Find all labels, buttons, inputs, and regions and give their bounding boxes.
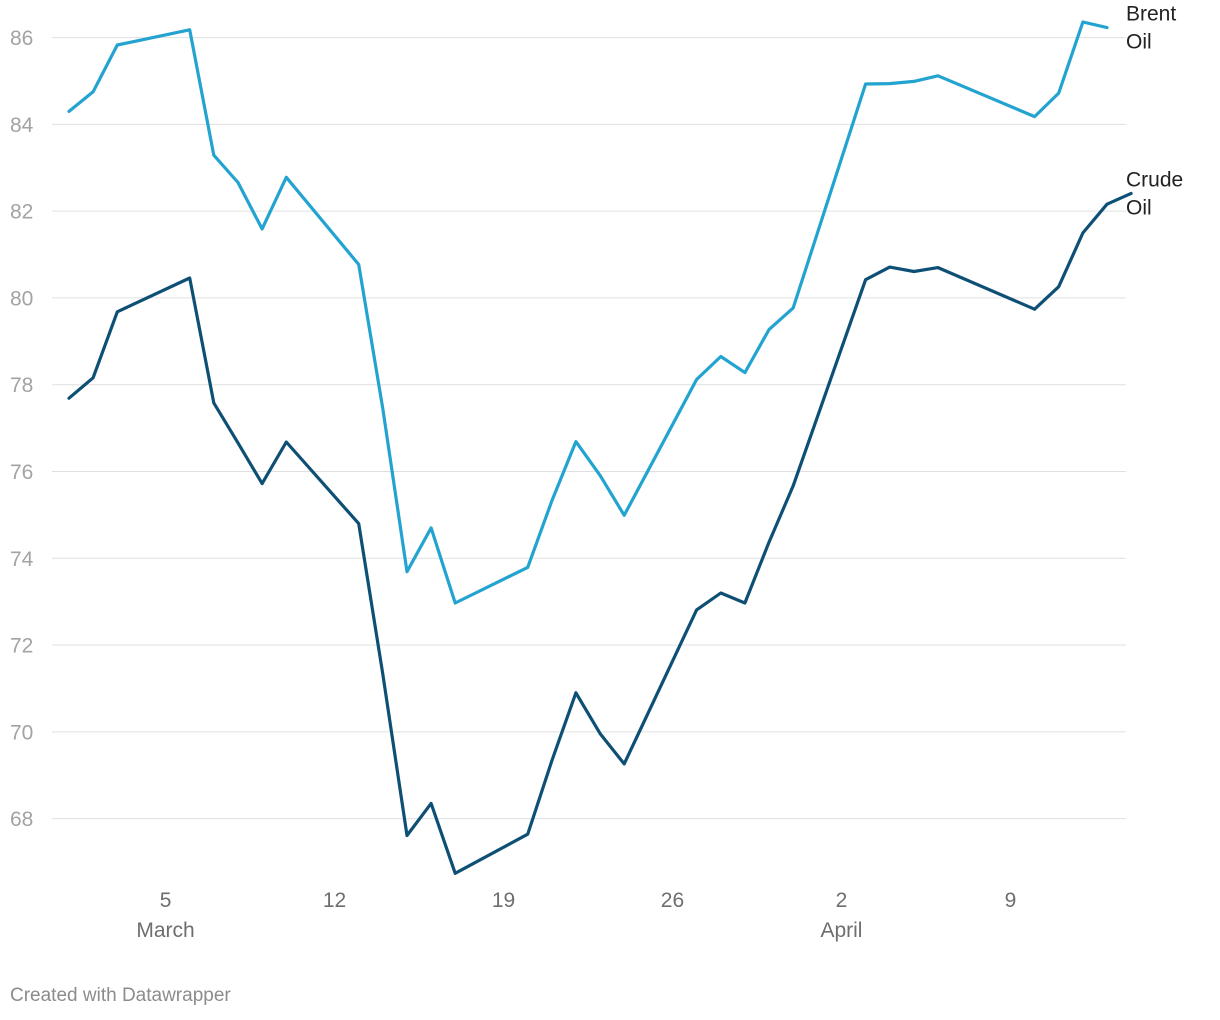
y-axis-labels: 68 70 72 74 76 78 80 82 84 86	[10, 27, 34, 831]
gridlines	[52, 37, 1126, 820]
y-tick-label: 68	[10, 808, 33, 831]
x-tick-label: 12	[323, 889, 346, 912]
series-lines	[67, 20, 1133, 875]
y-tick-label: 72	[10, 635, 33, 658]
line-chart: 68 70 72 74 76 78 80 82 84 86 5 March 12 19 26 2 April 9…	[10, 3, 1183, 942]
x-tick-label: 19	[492, 889, 515, 912]
y-tick-label: 82	[10, 201, 33, 224]
y-tick-label: 80	[10, 287, 33, 310]
series-label: Oil	[1126, 196, 1152, 219]
x-tick-label: 5	[160, 889, 172, 912]
series-line[interactable]	[67, 20, 1109, 605]
series-line[interactable]	[67, 191, 1133, 875]
x-month-label: April	[820, 919, 862, 942]
credit-footer[interactable]: Created with Datawrapper	[10, 985, 231, 1006]
x-tick-label: 26	[661, 889, 684, 912]
y-tick-label: 86	[10, 27, 33, 50]
y-tick-label: 74	[10, 548, 34, 571]
series-label: Oil	[1126, 31, 1152, 54]
y-tick-label: 78	[10, 374, 33, 397]
series-label: Brent	[1126, 3, 1176, 26]
series-labels: Brent Oil Crude Oil	[1126, 3, 1183, 220]
y-tick-label: 70	[10, 721, 33, 744]
y-tick-label: 84	[10, 114, 34, 137]
x-month-label: March	[136, 919, 194, 942]
x-tick-label: 2	[836, 889, 848, 912]
series-label: Crude	[1126, 168, 1183, 191]
x-tick-label: 9	[1005, 889, 1017, 912]
y-tick-label: 76	[10, 461, 33, 484]
x-axis-labels: 5 March 12 19 26 2 April 9	[136, 889, 1016, 942]
